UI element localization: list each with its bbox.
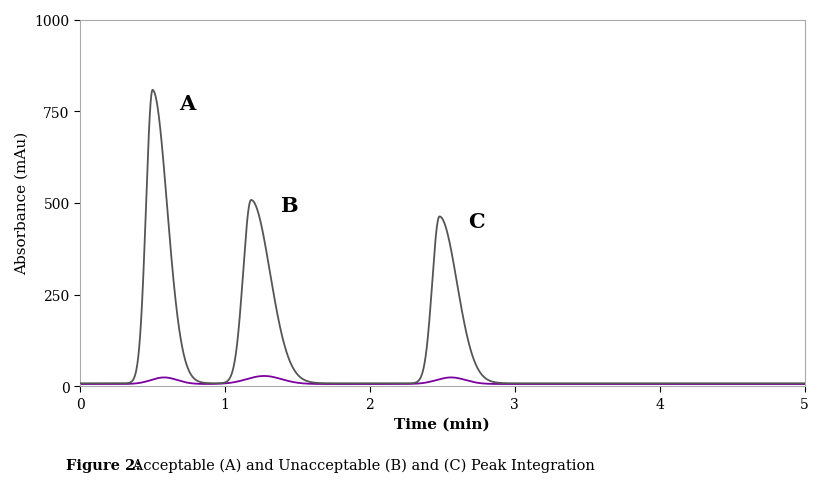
Text: C: C: [469, 212, 485, 232]
Text: B: B: [280, 196, 297, 215]
Text: Figure 2:: Figure 2:: [66, 458, 141, 472]
Text: A: A: [179, 94, 195, 114]
X-axis label: Time (min): Time (min): [395, 416, 490, 430]
Text: Acceptable (A) and Unacceptable (B) and (C) Peak Integration: Acceptable (A) and Unacceptable (B) and …: [128, 457, 595, 472]
Y-axis label: Absorbance (mAu): Absorbance (mAu): [15, 132, 29, 275]
